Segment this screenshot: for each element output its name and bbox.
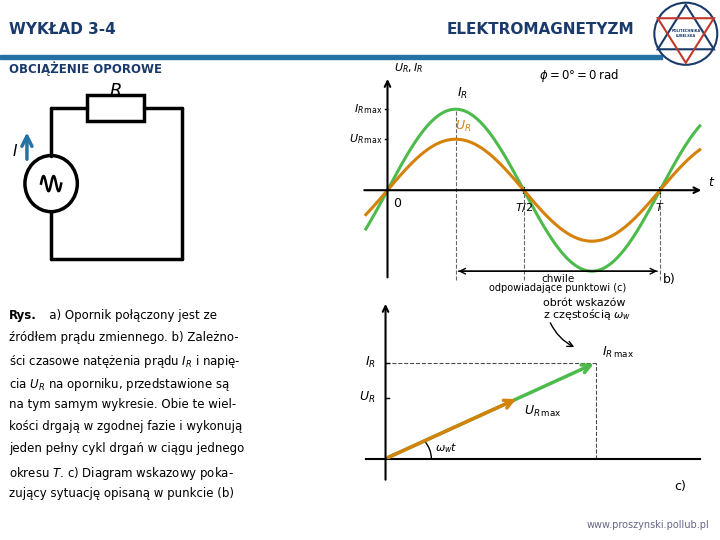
Bar <box>87 95 144 121</box>
Text: na tym samym wykresie. Obie te wiel-: na tym samym wykresie. Obie te wiel- <box>9 398 237 411</box>
Text: zujący sytuację opisaną w punkcie (b): zujący sytuację opisaną w punkcie (b) <box>9 487 235 500</box>
Text: $T/2$: $T/2$ <box>515 201 533 214</box>
Text: ELEKTROMAGNETYZM: ELEKTROMAGNETYZM <box>446 22 634 37</box>
Text: $\phi = 0° = 0\,\mathrm{rad}$: $\phi = 0° = 0\,\mathrm{rad}$ <box>539 67 619 84</box>
Text: jeden pełny cykl drgań w ciągu jednego: jeden pełny cykl drgań w ciągu jednego <box>9 442 245 455</box>
Text: $I_R$: $I_R$ <box>365 355 376 370</box>
Text: $\omega_w t$: $\omega_w t$ <box>435 442 457 455</box>
Bar <box>0 0 720 57</box>
Text: www.proszynski.pollub.pl: www.proszynski.pollub.pl <box>587 520 709 530</box>
Text: odpowiadające punktowi (c): odpowiadające punktowi (c) <box>489 283 626 293</box>
Text: $t$: $t$ <box>708 177 716 190</box>
Text: POLITECHNIKA
LUBELSKA: POLITECHNIKA LUBELSKA <box>671 30 701 38</box>
Text: c): c) <box>674 480 686 492</box>
Text: $T$: $T$ <box>655 201 665 213</box>
Text: ści czasowe natężenia prądu $I_R$ i napię-: ści czasowe natężenia prądu $I_R$ i napi… <box>9 353 241 370</box>
Text: obrót wskazów: obrót wskazów <box>543 298 625 308</box>
Text: $U_{R\,\mathrm{max}}$: $U_{R\,\mathrm{max}}$ <box>348 132 382 146</box>
Text: $R$: $R$ <box>109 82 122 100</box>
Text: $I_{R\,\mathrm{max}}$: $I_{R\,\mathrm{max}}$ <box>354 102 382 116</box>
Text: $I_R$: $I_R$ <box>457 86 468 102</box>
Text: z częstością $\omega_w$: z częstością $\omega_w$ <box>543 307 631 322</box>
Bar <box>0 55 662 59</box>
Text: $U_R$: $U_R$ <box>455 119 471 134</box>
Text: OBCIĄŻENIE OPOROWE: OBCIĄŻENIE OPOROWE <box>9 62 163 76</box>
Text: kości drgają w zgodnej fazie i wykonują: kości drgają w zgodnej fazie i wykonują <box>9 420 243 433</box>
Text: $U_{R\,\mathrm{max}}$: $U_{R\,\mathrm{max}}$ <box>524 404 562 418</box>
Text: Rys.: Rys. <box>9 309 37 322</box>
Text: źródłem prądu zmiennego. b) Zależno-: źródłem prądu zmiennego. b) Zależno- <box>9 331 239 344</box>
Text: WYKŁAD 3-4: WYKŁAD 3-4 <box>9 22 116 37</box>
Text: $U_R$: $U_R$ <box>359 390 376 406</box>
Text: okresu $T$. c) Diagram wskazowy poka-: okresu $T$. c) Diagram wskazowy poka- <box>9 464 234 482</box>
Text: 0: 0 <box>392 198 401 211</box>
Text: a) Opornik połączony jest ze: a) Opornik połączony jest ze <box>37 309 217 322</box>
Text: b): b) <box>663 273 676 286</box>
Text: $I_{R\,\mathrm{max}}$: $I_{R\,\mathrm{max}}$ <box>602 345 634 360</box>
Text: $I$: $I$ <box>12 143 18 159</box>
Text: chwile: chwile <box>541 274 575 284</box>
Text: $U_R, I_R$: $U_R, I_R$ <box>394 61 423 75</box>
Text: cia $U_R$ na oporniku, przedstawione są: cia $U_R$ na oporniku, przedstawione są <box>9 376 230 393</box>
